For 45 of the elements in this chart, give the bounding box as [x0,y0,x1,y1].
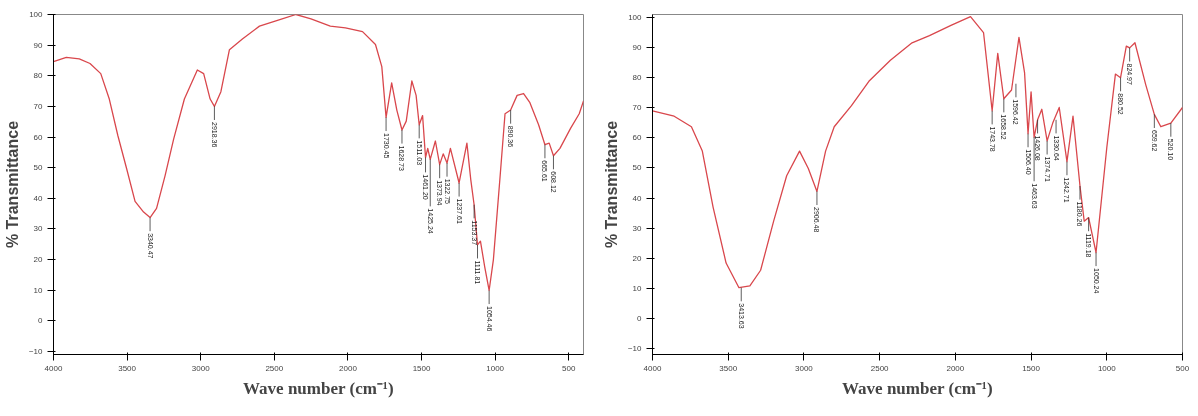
y-tick-label: 20 [632,253,643,263]
line-series [53,14,584,292]
y-tick-label: 80 [632,73,643,83]
y-tick-label: 90 [632,43,643,53]
x-tick-label: 1000 [486,363,505,373]
x-axis-title: Wave number (cm⁻¹) [243,378,394,398]
x-tick-label: 2000 [946,363,965,373]
x-tick-label: 2500 [870,363,890,373]
x-tick-label: 500 [562,363,576,373]
y-tick-label: 40 [33,193,44,203]
y-axis-title: % Transmittance [602,120,620,249]
y-tick-label: 100 [628,13,643,23]
y-tick-label: −10 [28,346,44,356]
y-tick-label: 40 [632,193,643,203]
y-tick-label: 100 [29,10,44,19]
x-tick-label: 2000 [339,363,358,373]
x-tick-label: 4000 [44,363,63,373]
y-tick-label: 60 [632,133,643,143]
x-tick-label: 1500 [412,363,431,373]
x-tick-label: 3500 [118,363,137,373]
y-axis-title: % Transmittance [3,120,21,249]
y-tick-label: 30 [33,224,44,234]
y-tick-label: 90 [33,40,44,50]
x-tick-label: 3000 [191,363,211,373]
y-tick-label: 0 [38,316,44,326]
y-tick-label: 70 [632,103,643,113]
y-tick-label: 80 [33,71,44,81]
y-tick-label: 20 [33,255,44,265]
x-tick-label: 3000 [795,363,814,373]
x-tick-label: 3500 [719,363,738,373]
y-tick-label: −10 [627,343,643,353]
y-tick-label: 10 [33,285,44,295]
x-tick-label: 500 [1175,363,1190,373]
x-tick-label: 4000 [643,363,662,373]
y-tick-label: 0 [637,313,643,323]
y-tick-label: 50 [33,163,44,173]
y-tick-label: 70 [33,101,44,111]
x-tick-label: 2500 [265,363,284,373]
y-tick-label: 60 [33,132,44,142]
x-tick-label: 1000 [1097,363,1117,373]
x-tick-label: 1500 [1022,363,1041,373]
y-tick-label: 30 [632,223,643,233]
y-tick-label: 50 [632,163,643,173]
y-tick-label: 10 [632,283,643,293]
x-axis-title: Wave number (cm⁻¹) [842,378,993,398]
